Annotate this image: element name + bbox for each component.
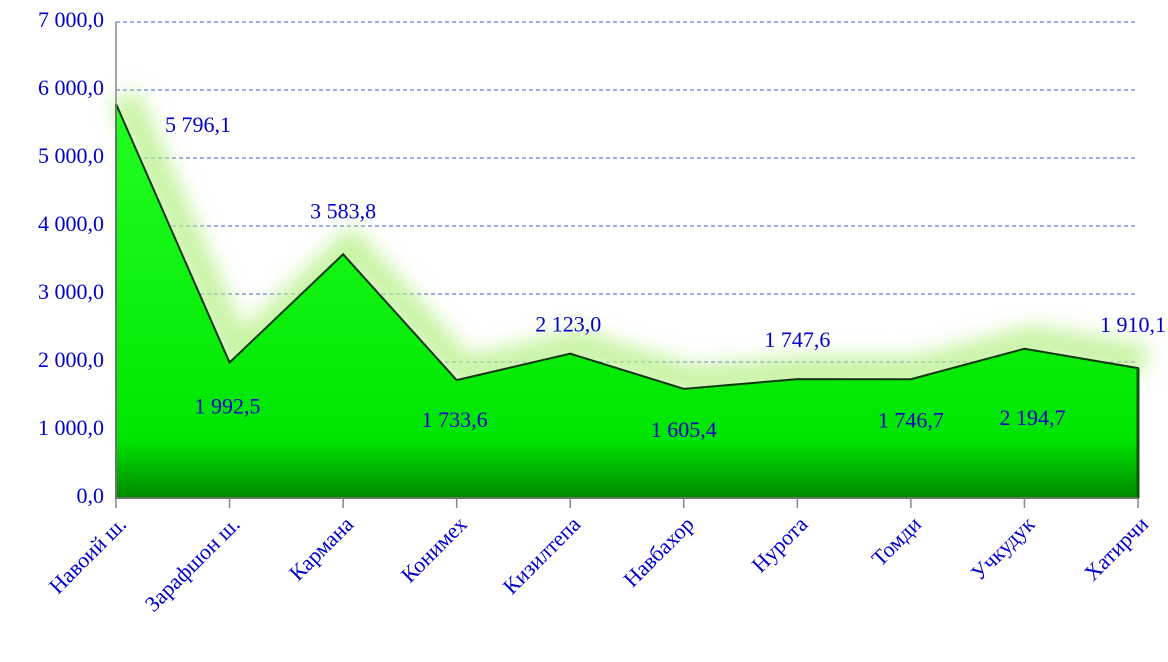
value-label: 1 910,1 [1100,312,1166,337]
x-tick-label: Нурота [746,511,812,577]
y-tick-label: 1 000,0 [38,415,104,440]
y-tick-label: 0,0 [77,483,105,508]
x-tick-label: Зарафшон ш. [140,511,245,616]
x-tick-label: Томди [866,511,926,571]
x-tick-label: Навбахор [618,511,699,592]
value-label: 1 746,7 [878,407,944,432]
y-tick-label: 3 000,0 [38,279,104,304]
value-label: 2 194,7 [999,405,1065,430]
value-label: 1 605,4 [651,417,717,442]
area [115,103,1139,499]
value-label: 1 733,6 [422,407,488,432]
y-tick-label: 2 000,0 [38,347,104,372]
value-label: 2 123,0 [535,312,601,337]
y-tick-label: 4 000,0 [38,211,104,236]
x-tick-label: Конимех [396,511,472,587]
value-label: 5 796,1 [165,112,231,137]
value-label: 1 992,5 [195,394,261,419]
y-tick-label: 6 000,0 [38,75,104,100]
x-tick-label: Кармана [284,511,358,585]
x-tick-label: Навоий ш. [44,511,131,598]
x-tick-label: Хатирчи [1079,511,1153,585]
x-tick-label: Учкудук [966,511,1040,585]
value-label: 3 583,8 [310,198,376,223]
y-tick-label: 7 000,0 [38,7,104,32]
y-tick-label: 5 000,0 [38,143,104,168]
value-label: 1 747,6 [764,327,830,352]
x-tick-label: Кизилтепа [498,511,586,599]
